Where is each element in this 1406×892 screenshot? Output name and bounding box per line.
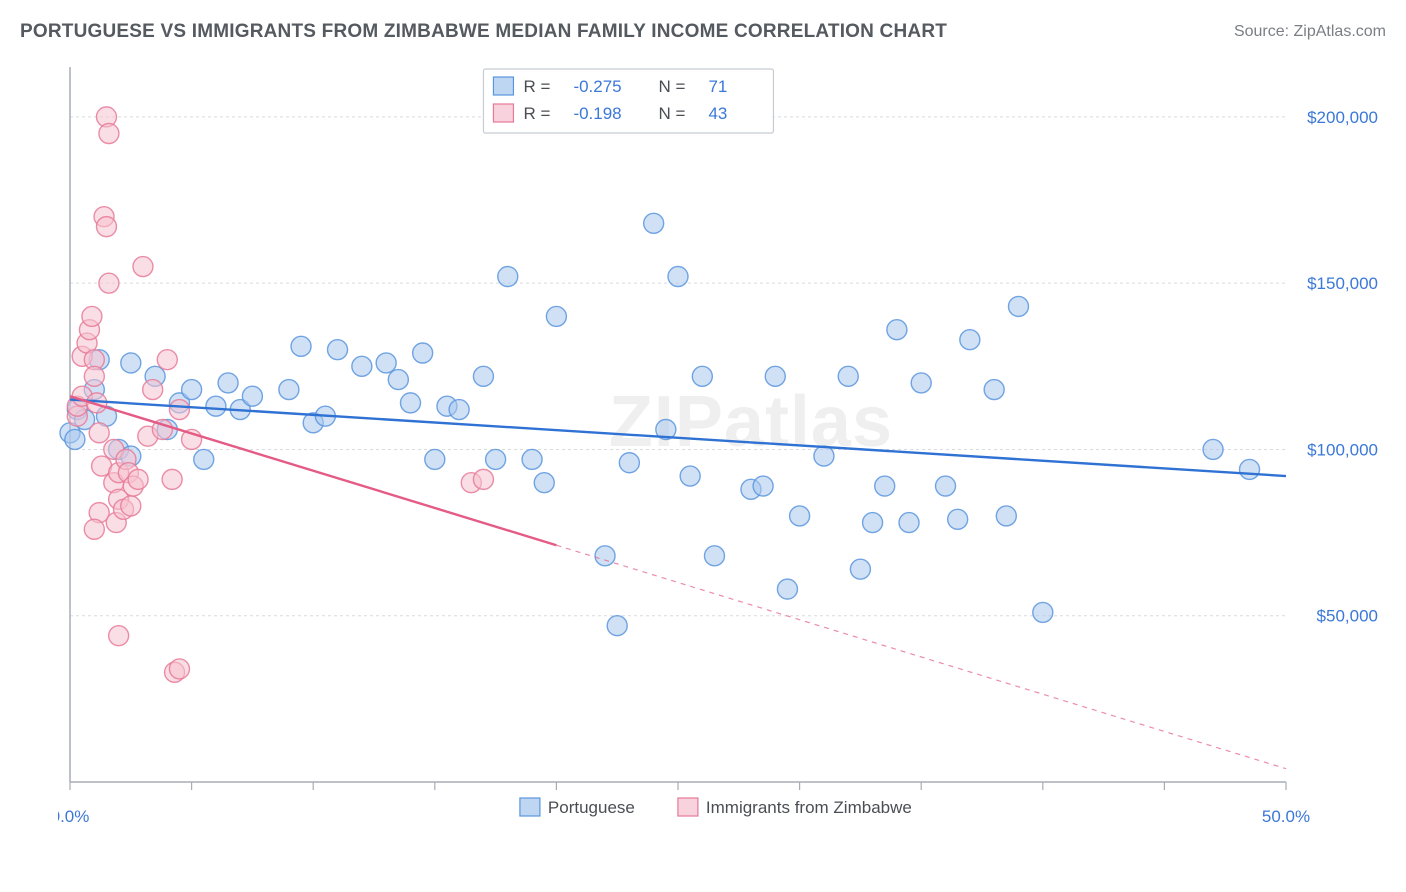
data-point — [352, 356, 372, 376]
data-point — [996, 506, 1016, 526]
data-point — [218, 373, 238, 393]
watermark: ZIPatlas — [609, 382, 893, 462]
data-point — [850, 559, 870, 579]
data-point — [291, 336, 311, 356]
data-point — [242, 386, 262, 406]
data-point — [65, 429, 85, 449]
data-point — [473, 366, 493, 386]
y-tick-label: $200,000 — [1307, 108, 1378, 127]
data-point — [279, 380, 299, 400]
data-point — [546, 306, 566, 326]
data-point — [619, 453, 639, 473]
y-tick-label: $100,000 — [1307, 440, 1378, 459]
data-point — [595, 546, 615, 566]
data-point — [486, 449, 506, 469]
data-point — [899, 513, 919, 533]
data-point — [84, 366, 104, 386]
data-point — [143, 380, 163, 400]
x-tick-label: 0.0% — [58, 807, 89, 826]
data-point — [425, 449, 445, 469]
data-point — [162, 469, 182, 489]
data-point — [128, 469, 148, 489]
scatter-plot: $50,000 $100,000 $150,000 $200,000 0.0% 50.0%… — [58, 55, 1386, 840]
stat-label-n: N = — [658, 77, 685, 96]
data-point — [814, 446, 834, 466]
data-point — [984, 380, 1004, 400]
data-point — [777, 579, 797, 599]
data-point — [1033, 602, 1053, 622]
chart-title: PORTUGUESE VS IMMIGRANTS FROM ZIMBABWE M… — [20, 21, 947, 43]
data-point — [1240, 459, 1260, 479]
data-point — [948, 509, 968, 529]
data-point — [400, 393, 420, 413]
data-point — [753, 476, 773, 496]
data-point — [182, 380, 202, 400]
stat-value-n: 71 — [708, 77, 727, 96]
data-point — [838, 366, 858, 386]
data-point — [99, 273, 119, 293]
data-point — [1008, 296, 1028, 316]
data-point — [133, 257, 153, 277]
data-point — [534, 473, 554, 493]
legend-swatch — [493, 77, 513, 95]
chart-container: Median Family Income $50,000$100,000$150… — [20, 55, 1386, 840]
data-point — [413, 343, 433, 363]
data-point — [376, 353, 396, 373]
data-point — [194, 449, 214, 469]
data-point — [692, 366, 712, 386]
legend-label: Portuguese — [548, 798, 635, 817]
data-point — [84, 519, 104, 539]
data-point — [644, 213, 664, 233]
stat-label-r: R = — [523, 77, 550, 96]
data-point — [911, 373, 931, 393]
stat-label-n: N = — [658, 104, 685, 123]
data-point — [668, 267, 688, 287]
data-point — [1203, 439, 1223, 459]
data-point — [473, 469, 493, 489]
legend-swatch — [493, 104, 513, 122]
legend-swatch — [678, 798, 698, 816]
data-point — [109, 626, 129, 646]
data-point — [169, 400, 189, 420]
x-tick-label: 50.0% — [1262, 807, 1310, 826]
stat-value-r: -0.275 — [573, 77, 621, 96]
stat-value-r: -0.198 — [573, 104, 621, 123]
data-point — [765, 366, 785, 386]
data-point — [522, 449, 542, 469]
stat-value-n: 43 — [708, 104, 727, 123]
y-tick-label: $50,000 — [1317, 607, 1378, 626]
data-point — [206, 396, 226, 416]
data-point — [121, 353, 141, 373]
data-point — [498, 267, 518, 287]
data-point — [863, 513, 883, 533]
data-point — [388, 370, 408, 390]
source-label: Source: ZipAtlas.com — [1234, 23, 1386, 41]
data-point — [89, 423, 109, 443]
y-tick-label: $150,000 — [1307, 274, 1378, 293]
data-point — [960, 330, 980, 350]
data-point — [328, 340, 348, 360]
data-point — [790, 506, 810, 526]
data-point — [680, 466, 700, 486]
data-point — [82, 306, 102, 326]
legend-swatch — [520, 798, 540, 816]
data-point — [449, 400, 469, 420]
data-point — [96, 217, 116, 237]
legend: Portuguese Immigrants from Zimbabwe — [520, 798, 912, 817]
data-point — [121, 496, 141, 516]
data-point — [169, 659, 189, 679]
data-point — [875, 476, 895, 496]
data-point — [607, 616, 627, 636]
data-point — [936, 476, 956, 496]
data-point — [887, 320, 907, 340]
data-point — [157, 350, 177, 370]
data-point — [99, 124, 119, 144]
data-point — [704, 546, 724, 566]
stat-label-r: R = — [523, 104, 550, 123]
legend-label: Immigrants from Zimbabwe — [706, 798, 912, 817]
